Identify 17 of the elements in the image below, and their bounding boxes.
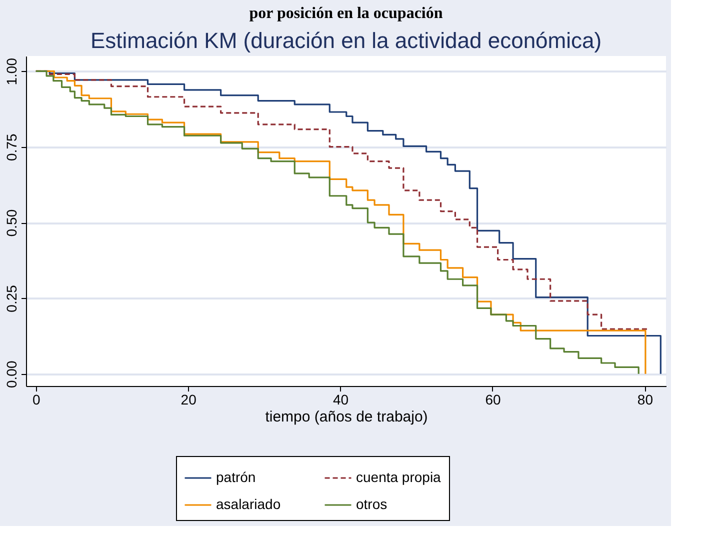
legend-label: asalariado [216, 496, 281, 512]
text: por posición en la ocupación [249, 5, 443, 22]
x-axis-title: tiempo (años de trabajo) [265, 408, 428, 426]
y-tick-label: 1.00 [4, 58, 20, 86]
x-tick-label: 60 [485, 392, 501, 408]
x-tick-label: 0 [32, 392, 40, 408]
legend-label: patrón [216, 469, 256, 485]
x-tick-label: 20 [180, 392, 197, 408]
x-tick-label: 40 [333, 392, 349, 408]
chart-title: Estimación KM (duración en la actividad económica) [90, 28, 602, 53]
y-tick-label: 0.00 [4, 360, 20, 388]
y-tick-label: 0.50 [4, 209, 20, 237]
y-tick-label: 0.75 [4, 133, 20, 161]
legend-label: otros [356, 496, 388, 512]
x-tick-label: 80 [637, 392, 654, 408]
legend-label: cuenta propia [356, 469, 442, 485]
y-tick-label: 0.25 [4, 284, 20, 312]
